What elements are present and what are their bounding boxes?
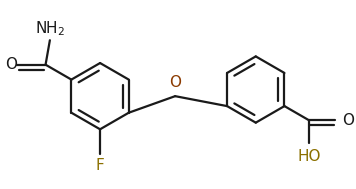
Text: O: O (5, 57, 17, 72)
Text: HO: HO (297, 149, 320, 164)
Text: NH$_2$: NH$_2$ (35, 19, 65, 38)
Text: O: O (342, 113, 354, 128)
Text: O: O (169, 75, 181, 90)
Text: F: F (96, 158, 104, 173)
